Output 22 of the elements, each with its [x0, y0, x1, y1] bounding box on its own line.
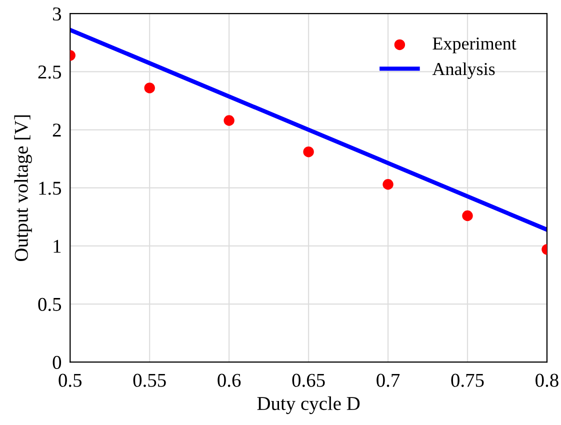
x-tick-label: 0.75: [451, 374, 484, 387]
point: [303, 146, 314, 158]
y-tick-label: 2.5: [38, 66, 62, 79]
legend-label: Analysis: [432, 62, 495, 79]
x-tick-label: 0.65: [292, 374, 325, 387]
legend-label: Experiment: [432, 38, 516, 54]
x-tick-label: 0.6: [218, 374, 241, 387]
point: [224, 115, 234, 126]
y-tick-label: 0: [52, 356, 62, 370]
y-tick-label: 0.5: [38, 298, 62, 312]
x-tick-label: 0.7: [376, 374, 400, 387]
point: [144, 82, 155, 94]
y-axis-title: Output voltage [V]: [14, 115, 32, 262]
y-tick-label: 3: [53, 7, 62, 21]
x-axis-title: Duty cycle D: [257, 396, 360, 414]
x-tick-label: 0.8: [536, 374, 558, 387]
x-tick-label: 0.55: [133, 374, 166, 387]
y-tick-label: 1.5: [39, 182, 62, 195]
point: [382, 179, 394, 190]
y-tick-label: 2: [52, 124, 61, 137]
y-tick-label: 1: [54, 240, 61, 253]
point: [462, 210, 473, 222]
